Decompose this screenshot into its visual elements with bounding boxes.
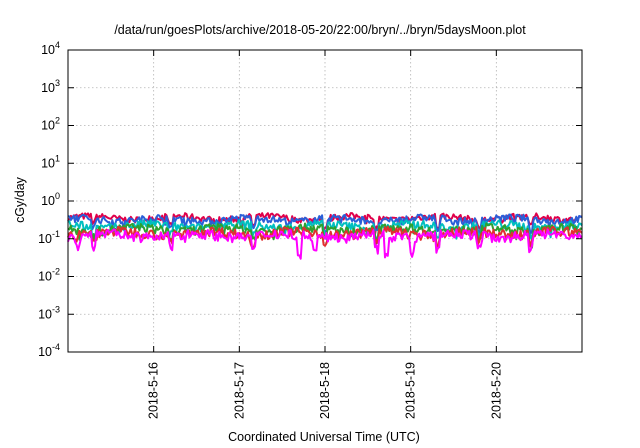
x-axis-label: Coordinated Universal Time (UTC) [228,430,420,444]
series-line [67,219,583,242]
y-tick-label: 102 [41,116,60,133]
x-tick-label: 2018-5-20 [489,362,503,419]
y-tick-label: 10-3 [38,304,60,321]
x-tick-label: 2018-5-17 [232,362,246,419]
y-tick-label: 10-1 [38,229,60,246]
series-line [67,225,583,250]
axes: 10-4 10-3 10-2 10-1 100 101 102 103 104 2018-5-16… [38,40,582,419]
y-axis-label: cGy/day [13,176,27,223]
x-tick-label: 2018-5-19 [404,362,418,419]
y-tick-label: 104 [41,40,60,57]
y-tick-label: 100 [41,191,60,208]
series-line [67,228,583,260]
x-tick-label: 2018-5-18 [318,362,332,419]
y-tick-label: 10-2 [38,267,60,284]
series-line [67,213,583,236]
chart-title: /data/run/goesPlots/archive/2018-05-20/2… [114,23,526,37]
grid [68,50,582,352]
y-tick-label: 101 [41,153,60,170]
y-tick-label: 10-4 [38,342,60,359]
x-tick-label: 2018-5-16 [147,362,161,419]
y-tick-label: 103 [41,78,60,95]
series-layer [67,212,583,260]
